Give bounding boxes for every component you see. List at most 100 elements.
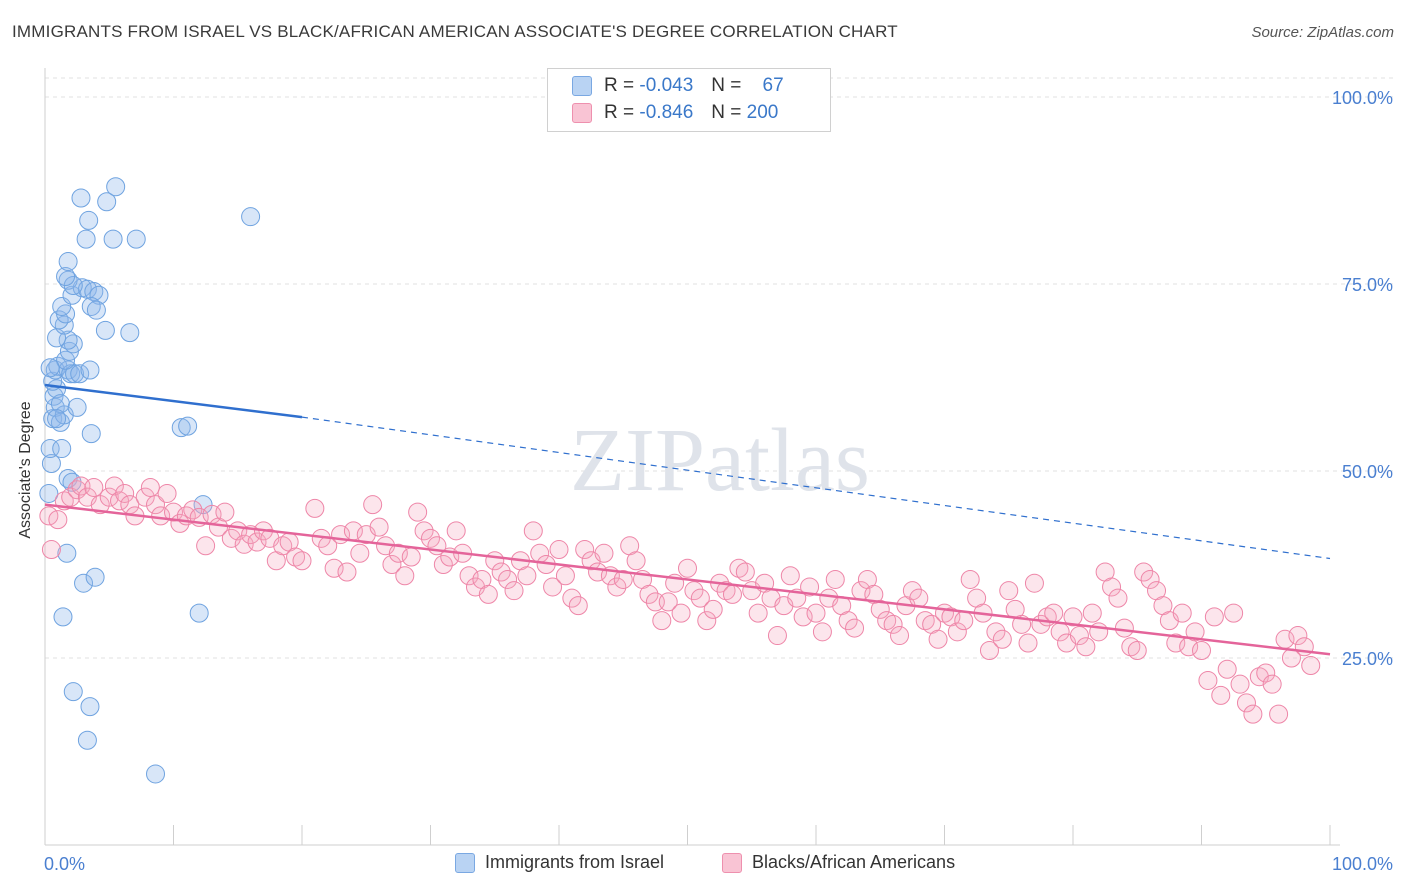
data-point — [1211, 685, 1231, 705]
legend-n-label: N = — [711, 75, 742, 96]
data-point — [48, 510, 68, 530]
data-point — [446, 521, 466, 541]
data-point — [992, 629, 1012, 649]
data-point — [146, 495, 166, 515]
data-point — [40, 439, 60, 459]
data-point — [221, 528, 241, 548]
data-point — [164, 502, 183, 522]
data-point — [690, 588, 710, 608]
data-point — [414, 521, 434, 541]
data-point — [562, 588, 582, 608]
legend-swatch-blue — [455, 852, 475, 873]
legend-swatch-pink — [722, 852, 742, 873]
data-point — [722, 584, 742, 604]
source-label: Source: ZipAtlas.com — [1251, 24, 1394, 41]
data-point — [845, 618, 865, 638]
data-point — [273, 536, 293, 556]
data-point — [697, 611, 717, 631]
series-israel-points — [39, 177, 261, 784]
data-point — [1063, 607, 1083, 627]
data-point — [1166, 633, 1186, 653]
data-point — [363, 495, 383, 515]
data-point — [1018, 633, 1038, 653]
trend-lines — [44, 383, 1331, 656]
data-point — [1236, 693, 1256, 713]
data-point — [58, 252, 78, 272]
data-point — [1024, 573, 1044, 593]
data-point — [97, 192, 117, 212]
data-point — [678, 558, 697, 578]
data-point — [684, 581, 704, 601]
data-point — [350, 543, 370, 563]
data-point — [70, 364, 90, 384]
data-point — [58, 270, 78, 290]
legend-r-value: -0.846 — [639, 102, 694, 123]
data-point — [1204, 607, 1224, 627]
data-point — [40, 358, 60, 378]
data-point — [1230, 674, 1250, 694]
data-point — [517, 566, 537, 586]
data-point — [433, 555, 453, 574]
data-point — [1134, 562, 1154, 582]
legend-item-black: Blacks/African Americans — [722, 852, 955, 873]
y-tick-label: 50.0% — [1342, 462, 1393, 482]
legend-item-israel: Immigrants from Israel — [455, 852, 664, 873]
data-point — [671, 603, 691, 623]
data-point — [793, 607, 813, 627]
data-point — [63, 682, 83, 702]
data-point — [870, 599, 890, 619]
data-point — [1243, 704, 1263, 724]
data-point — [81, 424, 101, 444]
legend-r-value: -0.043 — [639, 75, 694, 96]
data-point — [39, 483, 59, 503]
data-point — [382, 555, 402, 574]
data-point — [902, 581, 922, 601]
data-point — [80, 360, 100, 380]
data-point — [1121, 637, 1141, 657]
series-black-points — [39, 476, 1321, 724]
data-point — [53, 607, 73, 627]
data-point — [825, 569, 845, 589]
data-point — [56, 267, 76, 287]
data-point — [729, 558, 749, 578]
data-point — [215, 502, 235, 522]
data-point — [555, 566, 575, 586]
data-point — [67, 480, 87, 500]
data-point — [1172, 603, 1192, 623]
data-point — [99, 487, 119, 507]
legend-row-black: R = -0.846 N = 200 — [572, 102, 778, 124]
data-point — [74, 573, 94, 593]
y-tick-label: 75.0% — [1342, 275, 1393, 295]
data-point — [369, 517, 389, 537]
data-point — [883, 614, 903, 634]
legend-r-label: R = — [604, 75, 635, 96]
data-point — [877, 611, 897, 631]
data-point — [607, 577, 627, 597]
data-point — [135, 487, 155, 507]
data-point — [1076, 637, 1096, 657]
data-point — [478, 584, 498, 604]
data-point — [954, 611, 974, 631]
x-tick-label: 100.0% — [1332, 854, 1393, 874]
data-point — [735, 562, 755, 582]
data-point — [568, 596, 588, 616]
data-point — [103, 229, 123, 249]
data-point — [58, 330, 78, 350]
correlation-legend: R = -0.043 N = 67 R = -0.846 N = 200 — [547, 68, 831, 132]
data-point — [639, 584, 659, 604]
data-point — [1044, 603, 1064, 623]
data-point — [960, 569, 980, 589]
legend-row-israel: R = -0.043 N = 67 — [572, 75, 784, 97]
data-point — [1301, 655, 1321, 675]
data-point — [613, 569, 633, 589]
legend-n-value: 200 — [746, 102, 779, 123]
x-tick-label: 0.0% — [44, 854, 85, 874]
data-point — [183, 500, 203, 520]
data-point — [838, 611, 858, 631]
tick-labels: 100.0% 75.0% 50.0% 25.0% 0.0% 100.0% — [44, 88, 1393, 874]
data-point — [395, 566, 415, 586]
data-point — [1198, 670, 1218, 690]
data-point — [84, 477, 104, 497]
data-point — [652, 611, 672, 631]
